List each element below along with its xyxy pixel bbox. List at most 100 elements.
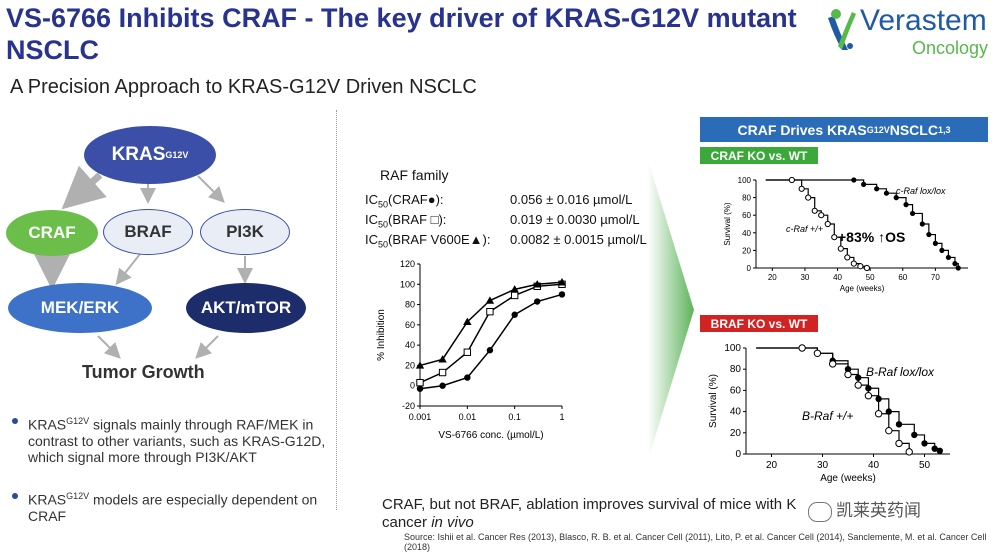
- data-point: [511, 311, 518, 318]
- craf-drives-header: CRAF Drives KRAS G12V NSCLC 1,3: [700, 117, 988, 142]
- data-point: [926, 231, 932, 238]
- y-tick-label: 100: [724, 343, 741, 354]
- y-axis-label: Survival (%): [708, 374, 719, 428]
- kras-sup: G12V: [165, 150, 189, 160]
- ic-target: (BRAF □):: [388, 212, 447, 227]
- x-tick-label: 1: [559, 412, 564, 422]
- bullet-item: KRASG12V signals mainly through RAF/MEK …: [12, 413, 332, 465]
- y-tick-label: 0: [747, 264, 752, 273]
- y-tick-label: 40: [742, 229, 751, 238]
- data-point: [533, 280, 542, 288]
- arrow-braf-mek: [115, 253, 141, 286]
- x-axis-label: Age (weeks): [820, 473, 876, 484]
- bullet-dot: [12, 418, 18, 424]
- data-point: [874, 410, 883, 418]
- data-point: [510, 285, 519, 293]
- arrow-akt-tumor: [195, 335, 219, 359]
- x-axis-label: Age (weeks): [840, 284, 885, 293]
- pathway-arrows: [31, 165, 253, 359]
- y-axis-label: Survival (%): [723, 202, 732, 245]
- data-point: [936, 447, 943, 455]
- data-point: [895, 439, 903, 448]
- y-tick-label: 60: [405, 320, 415, 330]
- y-tick-label: 80: [742, 194, 751, 203]
- series-label: c-Raf +/+: [786, 224, 823, 234]
- data-point: [557, 278, 567, 286]
- data-point: [903, 202, 909, 208]
- conclusion-text: CRAF, but not BRAF, ablation improves su…: [382, 496, 982, 532]
- header-ref: 1,3: [937, 124, 951, 135]
- source-citation: Source: Ishii et al. Cancer Res (2013), …: [404, 532, 987, 552]
- y-tick-label: 40: [730, 407, 742, 418]
- data-point: [824, 220, 831, 228]
- bullet-text: KRAS: [28, 416, 67, 433]
- data-point: [818, 212, 825, 219]
- data-point: [438, 368, 447, 377]
- data-point: [857, 263, 864, 270]
- y-tick-label: 0: [735, 449, 741, 460]
- data-point: [534, 298, 541, 305]
- braf-survival-chart: 0 20 40 60 80 100 20 30 40 50 Age (weeks) Survival …: [708, 343, 950, 484]
- tumor-growth-label: Tumor Growth: [82, 362, 205, 382]
- data-point: [945, 254, 952, 261]
- conclusion-part: CRAF, but not BRAF, ablation improves su…: [382, 496, 797, 513]
- logo-tagline: Oncology: [912, 38, 989, 58]
- data-point: [883, 190, 890, 196]
- data-point: [874, 186, 880, 192]
- arrow-kras-craf: [61, 165, 107, 210]
- x-tick-label: 20: [768, 273, 777, 282]
- data-point: [486, 307, 494, 316]
- data-point: [464, 374, 471, 381]
- data-point: [851, 177, 857, 183]
- ic50-value: 0.0082 ± 0.0015 µmol/L: [510, 232, 647, 247]
- bullet-dot: [12, 493, 18, 499]
- data-point: [911, 431, 918, 439]
- craf-survival-chart: 0 20 40 60 80 100 20 30 40 50 60 70 Age (weeks) Survi…: [723, 176, 968, 293]
- page-title: VS-6766 Inhibits CRAF - The key driver o…: [6, 3, 797, 65]
- logo-name: Verastem: [860, 4, 987, 37]
- ic-sub: 50: [378, 199, 389, 210]
- header-text: CRAF Drives KRAS: [737, 121, 867, 138]
- data-point: [861, 181, 867, 187]
- data-point: [932, 240, 938, 246]
- data-point: [844, 370, 852, 379]
- data-point: [463, 317, 472, 326]
- y-tick-label: 60: [730, 385, 742, 396]
- data-point: [829, 360, 837, 368]
- y-tick-label: 60: [742, 211, 751, 220]
- data-point: [864, 392, 873, 400]
- mek-erk-node: MEK/ERK: [8, 283, 152, 333]
- y-tick-label: 20: [742, 246, 751, 255]
- x-tick-label: 60: [898, 273, 907, 282]
- data-point: [831, 234, 838, 241]
- ic-sub: 50: [378, 219, 389, 230]
- bullet-item: KRASG12V models are especially dependent…: [12, 488, 332, 524]
- pi3k-node: PI3K: [200, 209, 290, 255]
- watermark-text: 凯莱英药闻: [836, 501, 921, 520]
- x-tick-label: 0.1: [508, 412, 521, 422]
- ic50-row: IC50(CRAF●):: [365, 192, 444, 210]
- data-point: [909, 210, 916, 217]
- ic-label: IC: [365, 192, 378, 207]
- data-point: [788, 176, 795, 184]
- data-point: [510, 291, 519, 300]
- x-tick-label: 0.001: [409, 412, 432, 422]
- raf-family-heading: RAF family: [380, 167, 449, 183]
- bullet-text: signals mainly through RAF/MEK in contra…: [28, 416, 326, 465]
- ic-label: IC: [365, 212, 378, 227]
- y-axis-label: % Inhibition: [376, 309, 387, 361]
- series-label: c-Raf lox/lox: [896, 186, 946, 196]
- x-tick-label: 20: [766, 460, 778, 471]
- x-tick-label: 50: [919, 460, 931, 471]
- bullet-sup: G12V: [66, 491, 90, 501]
- data-point: [811, 207, 818, 214]
- data-point: [952, 261, 958, 267]
- ic50-row: IC50(BRAF □):: [365, 212, 446, 230]
- bullet-text: KRAS: [28, 491, 67, 508]
- ic50-value: 0.019 ± 0.0030 µmol/L: [510, 212, 640, 227]
- y-tick-label: -20: [402, 401, 415, 411]
- y-tick-label: 20: [730, 428, 742, 439]
- data-point: [921, 440, 928, 447]
- y-tick-label: 100: [738, 176, 752, 185]
- akt-mtor-node: AKT/mTOR: [186, 283, 306, 333]
